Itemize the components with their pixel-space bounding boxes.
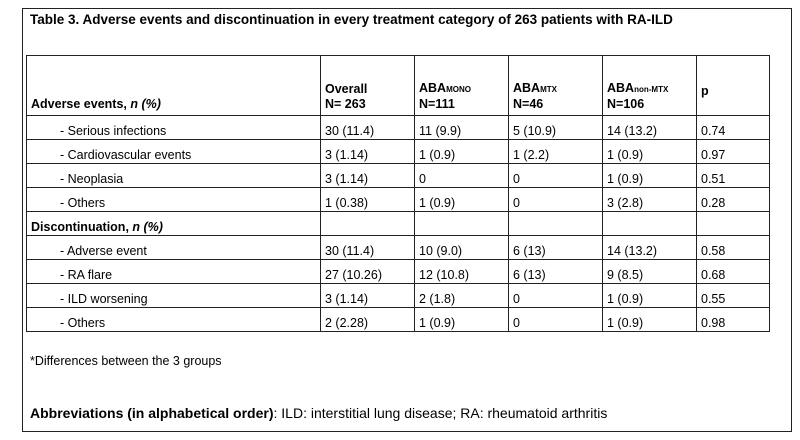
table-cell: 27 (10.26) [320,259,415,284]
table-cell: 0.97 [696,139,770,164]
table-row: - Serious infections 30 (11.4) 11 (9.9) 5 (… [26,115,770,140]
table-cell: 3 (1.14) [320,163,415,188]
table-caption: Table 3. Adverse events and discontinuat… [30,12,673,27]
table-cell: 6 (13) [508,235,603,260]
table-cell: 2 (2.28) [320,307,415,332]
table-cell: 3 (2.8) [602,187,697,212]
table-cell: 0.58 [696,235,770,260]
section-row-discontinuation: Discontinuation, n (%) [26,211,770,236]
table-row: - RA flare 27 (10.26) 12 (10.8) 6 (13) 9 (8.… [26,259,770,284]
table-cell: 0.74 [696,115,770,140]
table-cell: 0.28 [696,187,770,212]
row-label: - ILD worsening [26,283,321,308]
empty-cell [414,211,509,236]
table-cell: 3 (1.14) [320,139,415,164]
row-label: - Neoplasia [26,163,321,188]
table-cell: 0 [508,187,603,212]
empty-cell [320,211,415,236]
row-label: - RA flare [26,259,321,284]
header-aba-mono: ABAMONO N=111 [414,55,509,116]
table-row: - Neoplasia 3 (1.14) 0 0 1 (0.9) 0.51 [26,163,770,188]
table-cell: 1 (0.9) [602,283,697,308]
table-cell: 10 (9.0) [414,235,509,260]
table-cell: 0 [508,307,603,332]
table-cell: 0.98 [696,307,770,332]
header-p-value: p [696,55,770,116]
table-cell: 0.68 [696,259,770,284]
table-cell: 1 (0.9) [414,307,509,332]
table-cell: 0 [508,283,603,308]
header-aba-non-mtx: ABAnon-MTX N=106 [602,55,697,116]
header-row-label: Adverse events, n (%) [26,55,321,116]
row-label: - Serious infections [26,115,321,140]
table-cell: 30 (11.4) [320,235,415,260]
header-row: Adverse events, n (%) Overall N= 263 ABAM… [26,55,770,116]
table-cell: 9 (8.5) [602,259,697,284]
table-cell: 1 (0.9) [602,163,697,188]
header-overall: Overall N= 263 [320,55,415,116]
empty-cell [696,211,770,236]
table-cell: 6 (13) [508,259,603,284]
empty-cell [602,211,697,236]
table-cell: 1 (0.9) [602,307,697,332]
table-frame [22,8,792,432]
table-row: - ILD worsening 3 (1.14) 2 (1.8) 0 1 (0.9) 0.… [26,283,770,308]
table-row: - Others 2 (2.28) 1 (0.9) 0 1 (0.9) 0.98 [26,307,770,332]
table-cell: 0 [414,163,509,188]
table-cell: 1 (0.9) [602,139,697,164]
footnote: *Differences between the 3 groups [30,354,222,368]
table-cell: 5 (10.9) [508,115,603,140]
table-cell: 30 (11.4) [320,115,415,140]
table-row: - Adverse event 30 (11.4) 10 (9.0) 6 (13) 14… [26,235,770,260]
table-row: - Others 1 (0.38) 1 (0.9) 0 3 (2.8) 0.28 [26,187,770,212]
row-label: - Others [26,307,321,332]
table-row: - Cardiovascular events 3 (1.14) 1 (0.9) 1 … [26,139,770,164]
adverse-events-table: Adverse events, n (%) Overall N= 263 ABAM… [26,55,770,332]
table-cell: 11 (9.9) [414,115,509,140]
table-cell: 1 (0.9) [414,139,509,164]
header-aba-mtx: ABAMTX N=46 [508,55,603,116]
table-cell: 3 (1.14) [320,283,415,308]
table-cell: 1 (0.9) [414,187,509,212]
row-label: - Adverse event [26,235,321,260]
table-cell: 14 (13.2) [602,115,697,140]
row-label: - Cardiovascular events [26,139,321,164]
section-label: Discontinuation, n (%) [26,211,321,236]
row-label: - Others [26,187,321,212]
table-cell: 14 (13.2) [602,235,697,260]
abbreviations: Abbreviations (in alphabetical order): I… [30,405,608,421]
table-cell: 0.51 [696,163,770,188]
table-cell: 12 (10.8) [414,259,509,284]
empty-cell [508,211,603,236]
table-cell: 0.55 [696,283,770,308]
table-cell: 2 (1.8) [414,283,509,308]
table-cell: 0 [508,163,603,188]
table-cell: 1 (2.2) [508,139,603,164]
table-cell: 1 (0.38) [320,187,415,212]
